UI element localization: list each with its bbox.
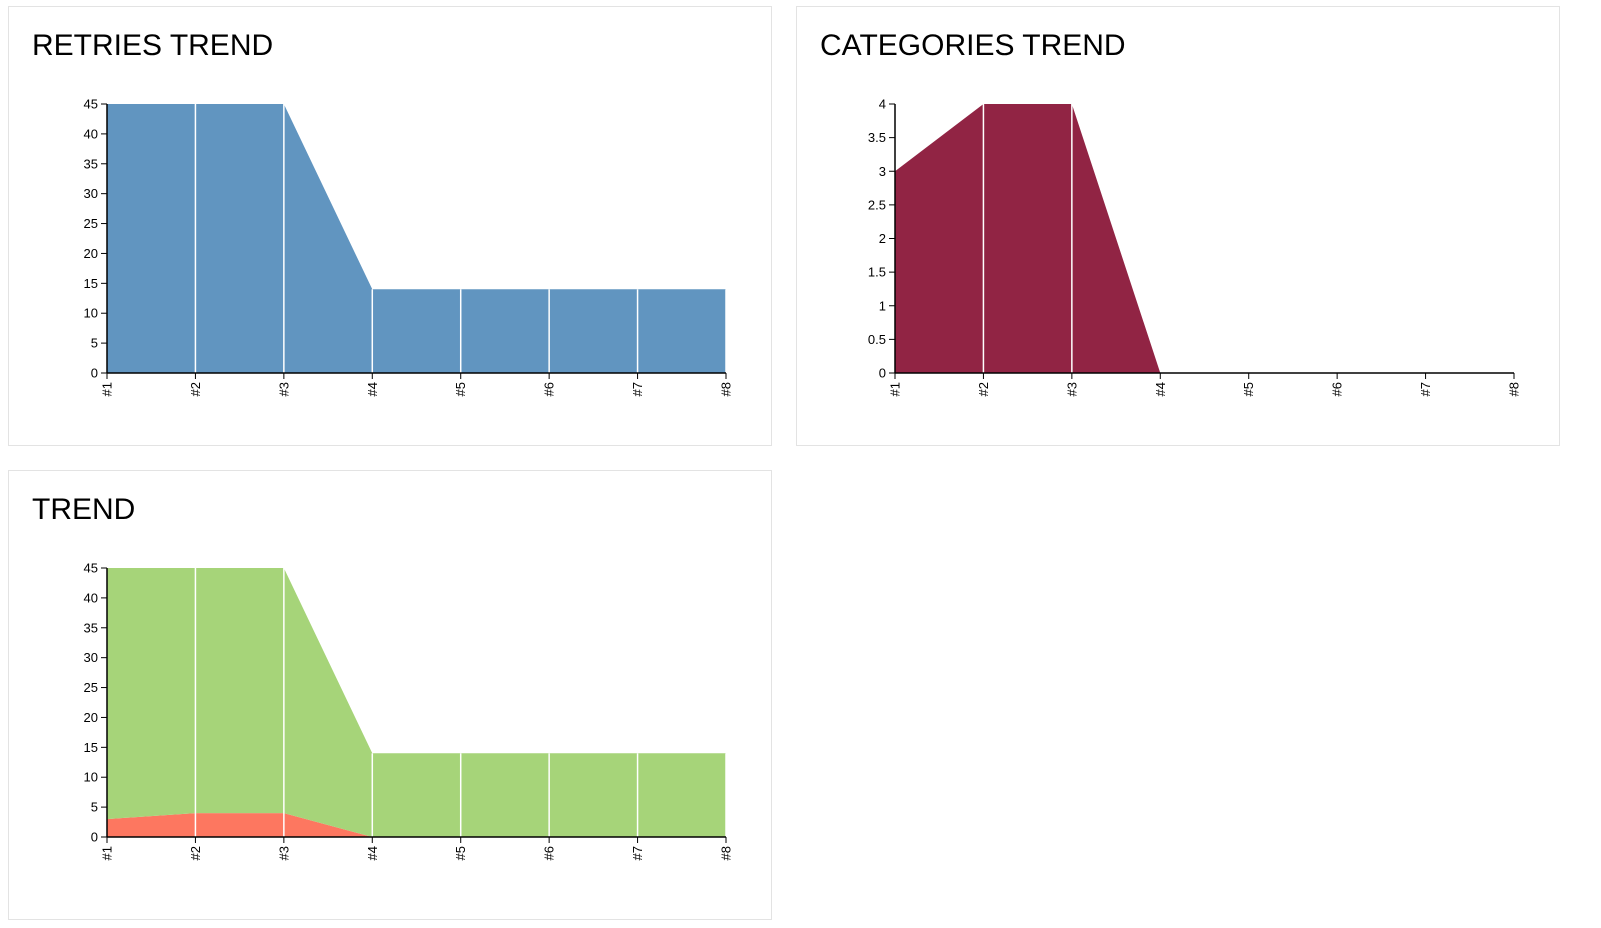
retries-series-0-area — [107, 104, 726, 373]
categories-y-tick-label-1: 0.5 — [868, 332, 886, 347]
retries-x-tick-label-3: #4 — [365, 382, 380, 396]
trend-y-tick-label-8: 40 — [84, 590, 98, 605]
trend-x-tick-label-4: #5 — [453, 846, 468, 860]
trend-x-tick-label-6: #7 — [630, 846, 645, 860]
retries-x-tick-label-4: #5 — [453, 382, 468, 396]
categories-series-0-area — [895, 104, 1514, 373]
categories-trend-card: CATEGORIES TREND 0 0.5 1 1.5 2 2.5 3 3.5 4 #1 #2 #3… — [796, 6, 1560, 446]
trend-x-tick-label-2: #3 — [276, 846, 291, 860]
trend-y-tick-label-9: 45 — [84, 561, 98, 576]
categories-x-tick-label-5: #6 — [1330, 382, 1345, 396]
trend-title: TREND — [32, 493, 136, 526]
retries-x-tick-label-2: #3 — [276, 382, 291, 396]
trend-y-tick-label-2: 10 — [84, 770, 98, 785]
categories-x-tick-label-2: #3 — [1064, 382, 1079, 396]
retries-y-tick-label-6: 30 — [84, 186, 98, 201]
categories-y-tick-label-4: 2 — [879, 231, 886, 246]
retries-y-tick-label-3: 15 — [84, 276, 98, 291]
retries-y-tick-label-7: 35 — [84, 156, 98, 171]
trend-y-tick-label-3: 15 — [84, 740, 98, 755]
trend-y-tick-label-5: 25 — [84, 680, 98, 695]
categories-x-tick-label-6: #7 — [1418, 382, 1433, 396]
retries-x-tick-label-7: #8 — [719, 382, 734, 396]
retries-trend-card: RETRIES TREND 0 5 10 15 20 25 30 35 40 45 #1 #2 #3 #4… — [8, 6, 772, 446]
retries-y-tick-label-2: 10 — [84, 306, 98, 321]
categories-y-tick-label-7: 3.5 — [868, 130, 886, 145]
retries-y-tick-label-4: 20 — [84, 246, 98, 261]
trend-chart: 0 5 10 15 20 25 30 35 40 45 #1 #2 #3 #4 #5 #6 #7 #8 — [84, 561, 734, 861]
categories-trend-title: CATEGORIES TREND — [820, 29, 1126, 62]
categories-x-tick-label-3: #4 — [1153, 382, 1168, 396]
trend-x-tick-label-7: #8 — [719, 846, 734, 860]
trend-card: TREND 0 5 10 15 20 25 30 35 40 45 #1 #2 #3 #4 #5 #6 #7 #8 — [8, 470, 772, 920]
trend-series-1-area — [107, 568, 726, 837]
trend-y-tick-label-1: 5 — [91, 800, 98, 815]
retries-y-tick-label-0: 0 — [91, 366, 98, 381]
retries-x-tick-label-6: #7 — [630, 382, 645, 396]
categories-y-tick-label-2: 1 — [879, 298, 886, 313]
retries-y-tick-label-9: 45 — [84, 97, 98, 112]
retries-x-tick-label-5: #6 — [542, 382, 557, 396]
trend-y-tick-label-4: 20 — [84, 710, 98, 725]
retries-x-tick-label-1: #2 — [188, 382, 203, 396]
retries-y-tick-label-5: 25 — [84, 216, 98, 231]
trend-y-tick-label-6: 30 — [84, 650, 98, 665]
categories-y-tick-label-8: 4 — [879, 97, 886, 112]
categories-x-tick-label-0: #1 — [888, 382, 903, 396]
categories-y-tick-label-0: 0 — [879, 366, 886, 381]
categories-y-tick-label-6: 3 — [879, 164, 886, 179]
trend-series-0-area — [107, 813, 726, 837]
categories-y-tick-label-5: 2.5 — [868, 197, 886, 212]
retries-x-tick-label-0: #1 — [100, 382, 115, 396]
retries-trend-title: RETRIES TREND — [32, 29, 274, 62]
trend-x-tick-label-3: #4 — [365, 846, 380, 860]
retries-trend-chart: 0 5 10 15 20 25 30 35 40 45 #1 #2 #3 #4 #5 #6 #7 #8 — [84, 97, 734, 397]
trend-y-tick-label-7: 35 — [84, 620, 98, 635]
trend-y-tick-label-0: 0 — [91, 830, 98, 845]
categories-x-tick-label-4: #5 — [1241, 382, 1256, 396]
retries-y-tick-label-8: 40 — [84, 126, 98, 141]
categories-trend-chart: 0 0.5 1 1.5 2 2.5 3 3.5 4 #1 #2 #3 #4 #5 #6 #7 #8 — [868, 97, 1522, 397]
retries-y-tick-label-1: 5 — [91, 336, 98, 351]
trend-x-tick-label-1: #2 — [188, 846, 203, 860]
trend-x-tick-label-5: #6 — [542, 846, 557, 860]
trend-x-tick-label-0: #1 — [100, 846, 115, 860]
categories-x-tick-label-1: #2 — [976, 382, 991, 396]
categories-y-tick-label-3: 1.5 — [868, 265, 886, 280]
categories-x-tick-label-7: #8 — [1507, 382, 1522, 396]
